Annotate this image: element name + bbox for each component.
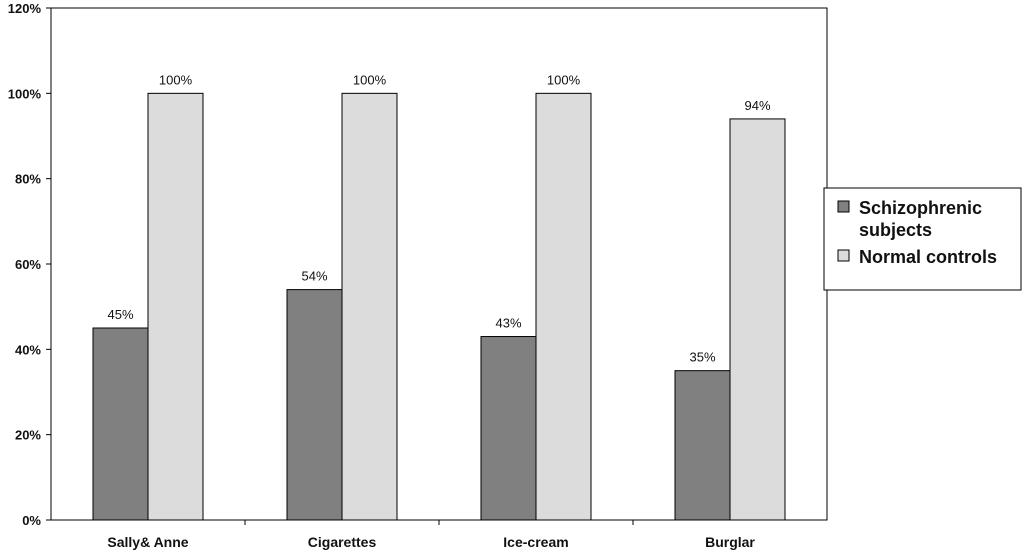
- data-label: 100%: [159, 72, 193, 87]
- y-tick-label: 60%: [15, 257, 41, 272]
- bar-schizophrenic: [286, 289, 343, 521]
- legend-label-schizophrenic: Schizophrenic: [859, 198, 982, 218]
- data-label: 100%: [353, 72, 387, 87]
- bar-normal: [729, 118, 786, 521]
- legend-swatch-normal: [837, 249, 850, 262]
- bar-normal: [147, 92, 204, 521]
- x-category-label: Sally& Anne: [107, 534, 188, 550]
- y-tick-label: 100%: [8, 86, 42, 101]
- data-label: 35%: [689, 350, 715, 365]
- y-tick-label: 120%: [8, 1, 42, 16]
- x-category-label: Ice-cream: [503, 534, 568, 550]
- legend-label-normal: Normal controls: [859, 247, 997, 267]
- data-label: 45%: [107, 307, 133, 322]
- y-tick-label: 20%: [15, 428, 41, 443]
- y-tick-label: 0%: [22, 513, 41, 528]
- legend-swatch-schizophrenic: [837, 200, 850, 213]
- data-label: 94%: [744, 98, 770, 113]
- data-label: 43%: [495, 316, 521, 331]
- bar-normal: [535, 92, 592, 521]
- x-category-label: Burglar: [705, 534, 755, 550]
- y-tick-label: 80%: [15, 172, 41, 187]
- bar-schizophrenic: [92, 327, 149, 521]
- bar-schizophrenic: [674, 370, 731, 521]
- bar-schizophrenic: [480, 336, 537, 521]
- legend-label-schizophrenic-line2: subjects: [859, 220, 932, 240]
- legend-box: [823, 187, 1022, 291]
- data-label: 100%: [547, 72, 581, 87]
- bar-normal: [341, 92, 398, 521]
- data-label: 54%: [301, 269, 327, 284]
- x-category-label: Cigarettes: [308, 534, 377, 550]
- y-tick-label: 40%: [15, 342, 41, 357]
